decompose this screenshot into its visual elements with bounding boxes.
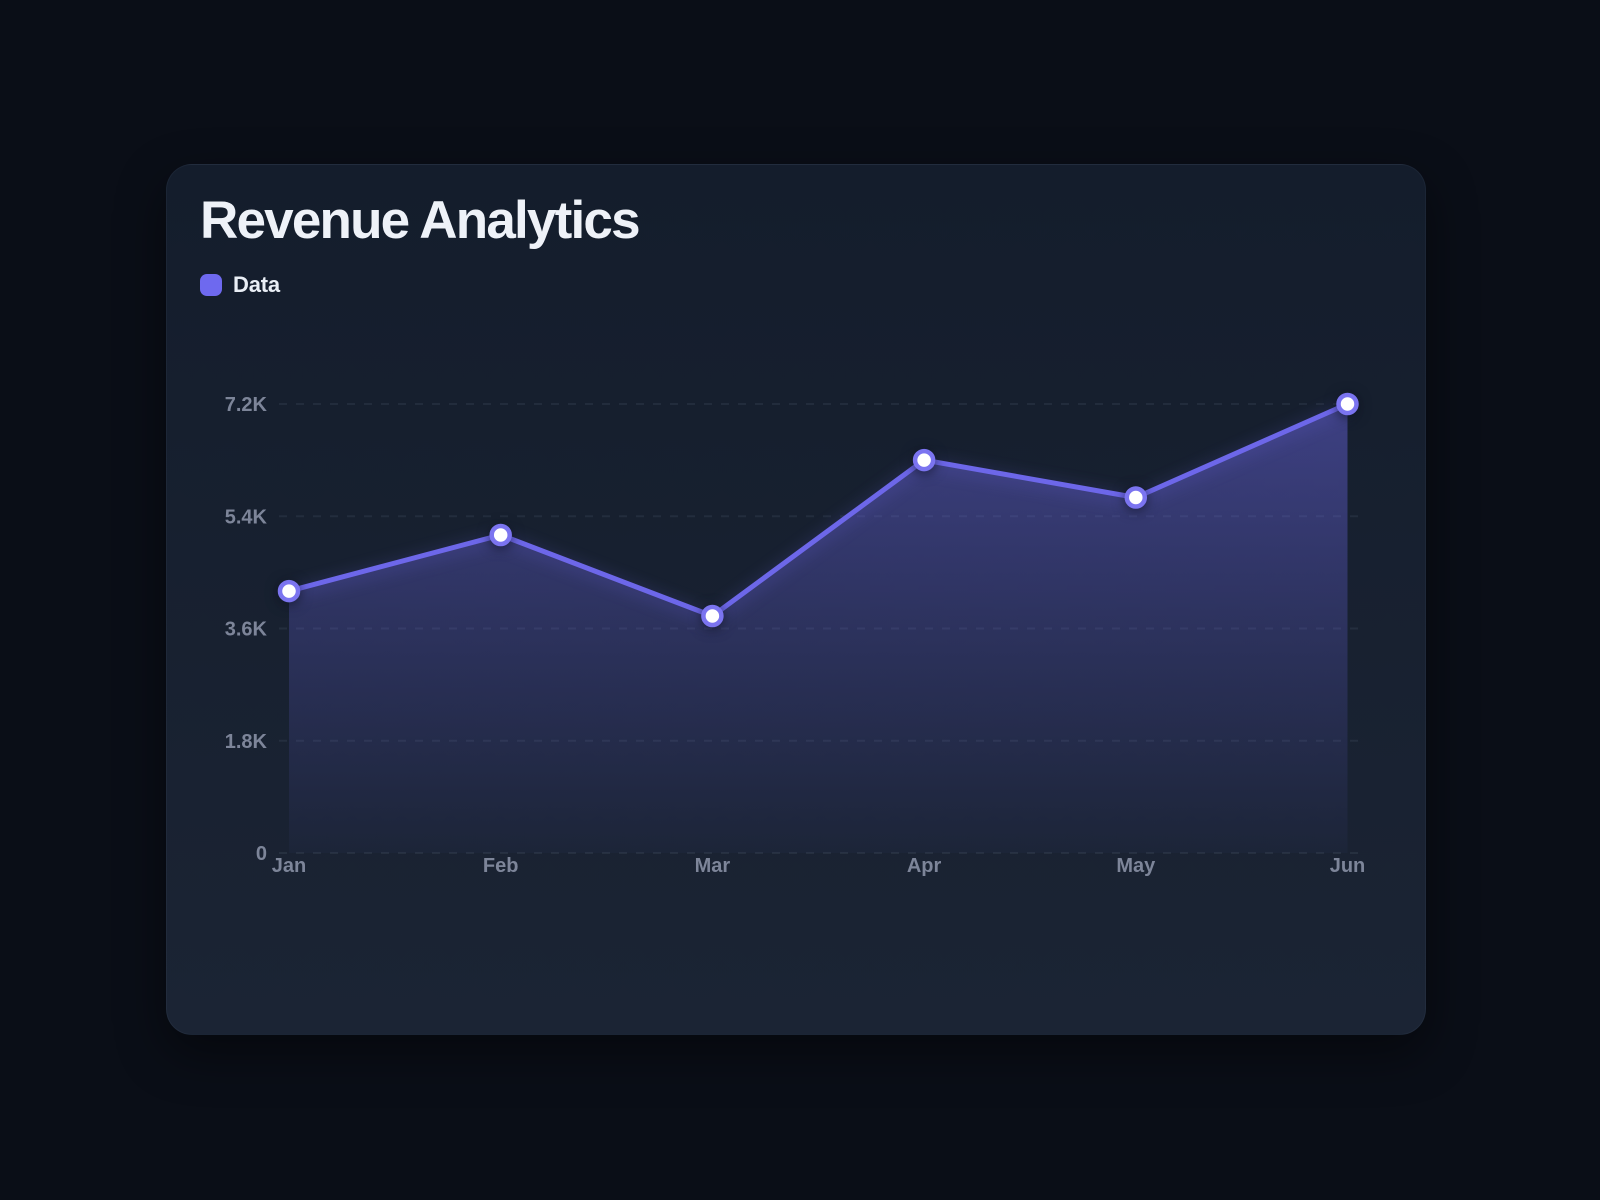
revenue-chart-svg: 0 1.8K 3.6K 5.4K 7.2K Jan Feb Mar Apr May Jun (225, 392, 1366, 877)
y-tick-label: 1.8K (225, 731, 268, 753)
data-point[interactable] (701, 604, 724, 628)
data-line (286, 401, 1350, 619)
legend: Data (200, 272, 280, 298)
data-point[interactable] (277, 579, 301, 603)
revenue-analytics-card: Revenue Analytics Data 0 1.8K 3.6K 5.4K 7.2K… (166, 164, 1426, 1035)
legend-label: Data (233, 272, 280, 297)
x-tick-label: Apr (907, 855, 942, 877)
area-fill (289, 404, 1348, 853)
revenue-chart: 0 1.8K 3.6K 5.4K 7.2K Jan Feb Mar Apr May Jun (167, 165, 1425, 1034)
x-tick-label: Jan (272, 855, 306, 877)
data-point[interactable] (912, 448, 936, 472)
x-tick-label: Feb (483, 855, 519, 877)
y-tick-label: 3.6K (225, 619, 268, 641)
x-tick-label: Mar (695, 855, 731, 877)
legend-swatch (200, 274, 222, 296)
y-tick-label: 5.4K (225, 506, 268, 528)
x-tick-label: May (1116, 855, 1156, 877)
x-tick-label: Jun (1330, 855, 1366, 877)
y-tick-label: 7.2K (225, 394, 268, 416)
data-point[interactable] (1124, 486, 1148, 509)
data-point[interactable] (1336, 392, 1359, 416)
data-point[interactable] (489, 523, 512, 547)
y-tick-label: 0 (256, 843, 267, 865)
page-title: Revenue Analytics (200, 191, 641, 250)
